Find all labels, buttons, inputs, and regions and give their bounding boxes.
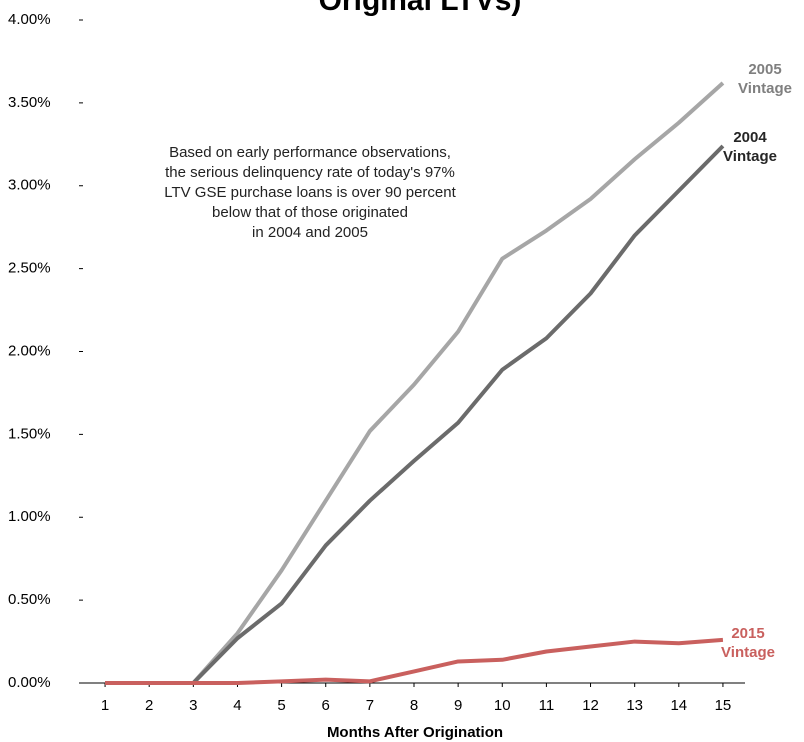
y-tick-label: 2.00%: [8, 342, 51, 359]
x-tick-label: 1: [101, 697, 109, 714]
y-tick-label: 3.00%: [8, 177, 51, 194]
x-tick-label: 8: [410, 697, 418, 714]
y-tick-label: 3.50%: [8, 94, 51, 111]
x-axis-title: Months After Origination: [327, 724, 503, 741]
annotation: Based on early performance observations,…: [164, 144, 456, 241]
x-tick-label: 14: [670, 697, 687, 714]
x-tick-label: 3: [189, 697, 197, 714]
x-tick-label: 13: [626, 697, 643, 714]
y-tick-label: 4.00%: [8, 11, 51, 28]
x-tick-label: 6: [322, 697, 330, 714]
x-tick-label: 7: [366, 697, 374, 714]
y-tick-label: 2.50%: [8, 260, 51, 277]
y-tick-label: 0.00%: [8, 674, 51, 691]
x-tick-label: 11: [539, 697, 555, 714]
x-tick-label: 5: [277, 697, 285, 714]
series-label: 2005 Vintage: [738, 61, 792, 97]
x-tick-label: 4: [233, 697, 241, 714]
x-tick-label: 9: [454, 697, 462, 714]
x-tick-label: 2: [145, 697, 153, 714]
y-tick-label: 1.50%: [8, 425, 51, 442]
x-tick-label: 10: [494, 697, 511, 714]
series-line: [105, 144, 725, 685]
series-label: 2015 Vintage: [721, 625, 775, 661]
series-label: 2004 Vintage: [723, 129, 777, 165]
x-tick-label: 15: [715, 697, 732, 714]
chart-title: Original LTVs): [319, 0, 522, 17]
series-line: [105, 637, 724, 685]
x-tick-label: 12: [582, 697, 599, 714]
y-tick-label: 0.50%: [8, 591, 51, 608]
y-tick-label: 1.00%: [8, 508, 51, 525]
